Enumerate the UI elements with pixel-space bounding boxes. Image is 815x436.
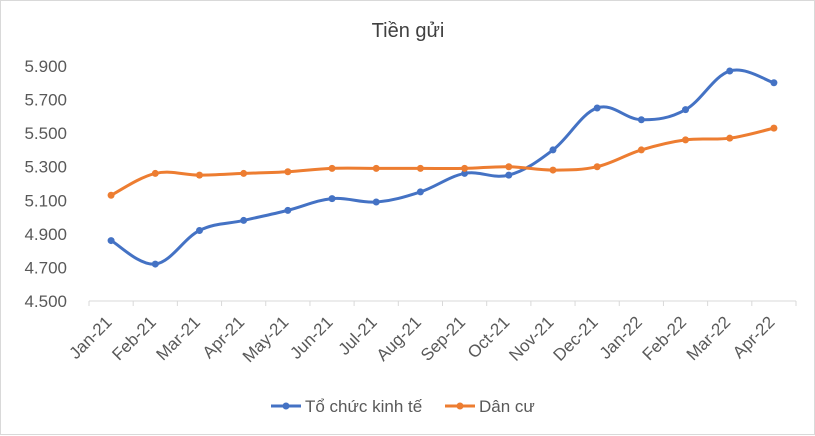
data-point bbox=[372, 198, 380, 206]
legend-label: Tổ chức kinh tế bbox=[305, 397, 423, 416]
x-tick-label: May-21 bbox=[239, 313, 293, 367]
x-tick-label: Oct-21 bbox=[464, 313, 514, 363]
data-point bbox=[151, 260, 159, 268]
y-tick-label: 5.700 bbox=[24, 91, 67, 110]
y-tick-label: 4.500 bbox=[24, 292, 67, 311]
legend-label: Dân cư bbox=[479, 397, 535, 416]
data-point bbox=[195, 171, 203, 179]
data-point bbox=[549, 166, 557, 174]
series-1 bbox=[107, 67, 778, 268]
legend-marker bbox=[282, 402, 290, 410]
x-tick-label: Sep-21 bbox=[417, 313, 469, 365]
series-line bbox=[109, 126, 776, 197]
data-point bbox=[107, 191, 115, 199]
data-point bbox=[637, 116, 645, 124]
x-tick-label: Aug-21 bbox=[373, 313, 425, 365]
legend-marker bbox=[456, 402, 464, 410]
chart-title: Tiền gửi bbox=[372, 20, 445, 42]
series-line bbox=[109, 68, 776, 266]
data-point bbox=[328, 164, 336, 172]
y-axis-ticks: 4.500 4.700 4.900 5.100 5.300 5.500 5.700 5.900 bbox=[24, 57, 67, 311]
data-point bbox=[240, 169, 248, 177]
y-tick-label: 5.900 bbox=[24, 57, 67, 76]
data-point bbox=[726, 67, 734, 75]
data-point bbox=[637, 146, 645, 154]
data-point bbox=[726, 134, 734, 142]
data-point bbox=[593, 104, 601, 112]
data-point bbox=[284, 168, 292, 176]
x-tick-label: Apr-22 bbox=[729, 313, 779, 363]
data-point bbox=[151, 169, 159, 177]
data-point bbox=[416, 188, 424, 196]
data-point bbox=[593, 163, 601, 171]
x-tick-label: Mar-21 bbox=[153, 313, 205, 365]
y-tick-label: 5.100 bbox=[24, 191, 67, 210]
data-point bbox=[461, 169, 469, 177]
data-point bbox=[505, 171, 513, 179]
x-tick-label: Nov-21 bbox=[505, 313, 557, 365]
y-tick-label: 4.700 bbox=[24, 258, 67, 277]
x-tick-label: Jun-21 bbox=[286, 313, 336, 363]
x-tick-label: Feb-21 bbox=[108, 313, 160, 365]
data-point bbox=[284, 206, 292, 214]
x-tick-label: Mar-22 bbox=[683, 313, 735, 365]
y-tick-label: 5.500 bbox=[24, 124, 67, 143]
x-axis-ticks: Jan-21Feb-21Mar-21Apr-21May-21Jun-21Jul-… bbox=[65, 301, 797, 367]
data-point bbox=[107, 237, 115, 245]
x-tick-label: Feb-22 bbox=[639, 313, 691, 365]
data-point bbox=[240, 216, 248, 224]
data-point bbox=[461, 164, 469, 172]
data-point bbox=[770, 124, 778, 132]
data-point bbox=[505, 163, 513, 171]
data-point bbox=[416, 164, 424, 172]
series-2 bbox=[107, 124, 778, 199]
data-point bbox=[682, 106, 690, 114]
y-tick-label: 5.300 bbox=[24, 158, 67, 177]
data-point bbox=[549, 146, 557, 154]
data-point bbox=[195, 227, 203, 234]
series-group bbox=[107, 67, 778, 268]
y-tick-label: 4.900 bbox=[24, 225, 67, 244]
data-point bbox=[328, 195, 336, 203]
legend: Tổ chức kinh tế Dân cư bbox=[271, 397, 535, 416]
x-tick-label: Dec-21 bbox=[550, 313, 602, 365]
x-tick-label: Jan-22 bbox=[596, 313, 646, 363]
data-point bbox=[770, 79, 778, 87]
data-point bbox=[372, 164, 380, 172]
x-tick-label: Jan-21 bbox=[65, 313, 115, 363]
data-point bbox=[682, 136, 690, 144]
